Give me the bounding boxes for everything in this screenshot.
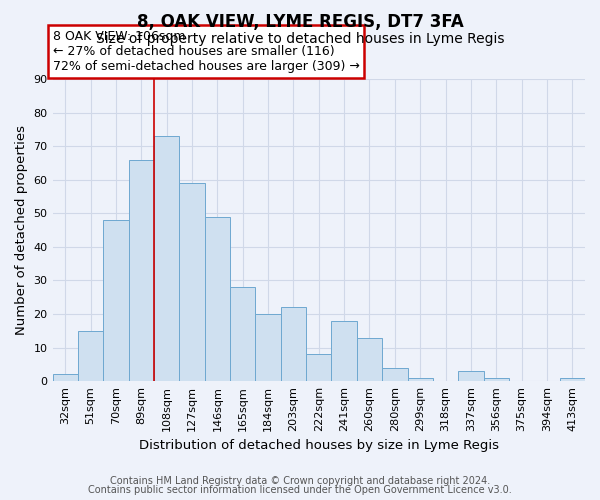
Bar	[407, 378, 433, 381]
Text: Contains public sector information licensed under the Open Government Licence v3: Contains public sector information licen…	[88, 485, 512, 495]
Bar	[484, 378, 509, 381]
Bar	[78, 331, 103, 381]
Bar	[154, 136, 179, 381]
Bar	[357, 338, 382, 381]
Bar	[458, 371, 484, 381]
Y-axis label: Number of detached properties: Number of detached properties	[15, 125, 28, 335]
Bar	[331, 320, 357, 381]
Bar	[382, 368, 407, 381]
Bar	[560, 378, 585, 381]
Bar	[306, 354, 331, 381]
Bar	[205, 216, 230, 381]
X-axis label: Distribution of detached houses by size in Lyme Regis: Distribution of detached houses by size …	[139, 440, 499, 452]
Text: Contains HM Land Registry data © Crown copyright and database right 2024.: Contains HM Land Registry data © Crown c…	[110, 476, 490, 486]
Bar	[256, 314, 281, 381]
Text: 8 OAK VIEW: 106sqm
← 27% of detached houses are smaller (116)
72% of semi-detach: 8 OAK VIEW: 106sqm ← 27% of detached hou…	[53, 30, 359, 73]
Bar	[53, 374, 78, 381]
Bar	[103, 220, 128, 381]
Text: 8, OAK VIEW, LYME REGIS, DT7 3FA: 8, OAK VIEW, LYME REGIS, DT7 3FA	[137, 12, 463, 30]
Text: Size of property relative to detached houses in Lyme Regis: Size of property relative to detached ho…	[96, 32, 504, 46]
Bar	[230, 287, 256, 381]
Bar	[128, 160, 154, 381]
Bar	[179, 183, 205, 381]
Bar	[281, 308, 306, 381]
